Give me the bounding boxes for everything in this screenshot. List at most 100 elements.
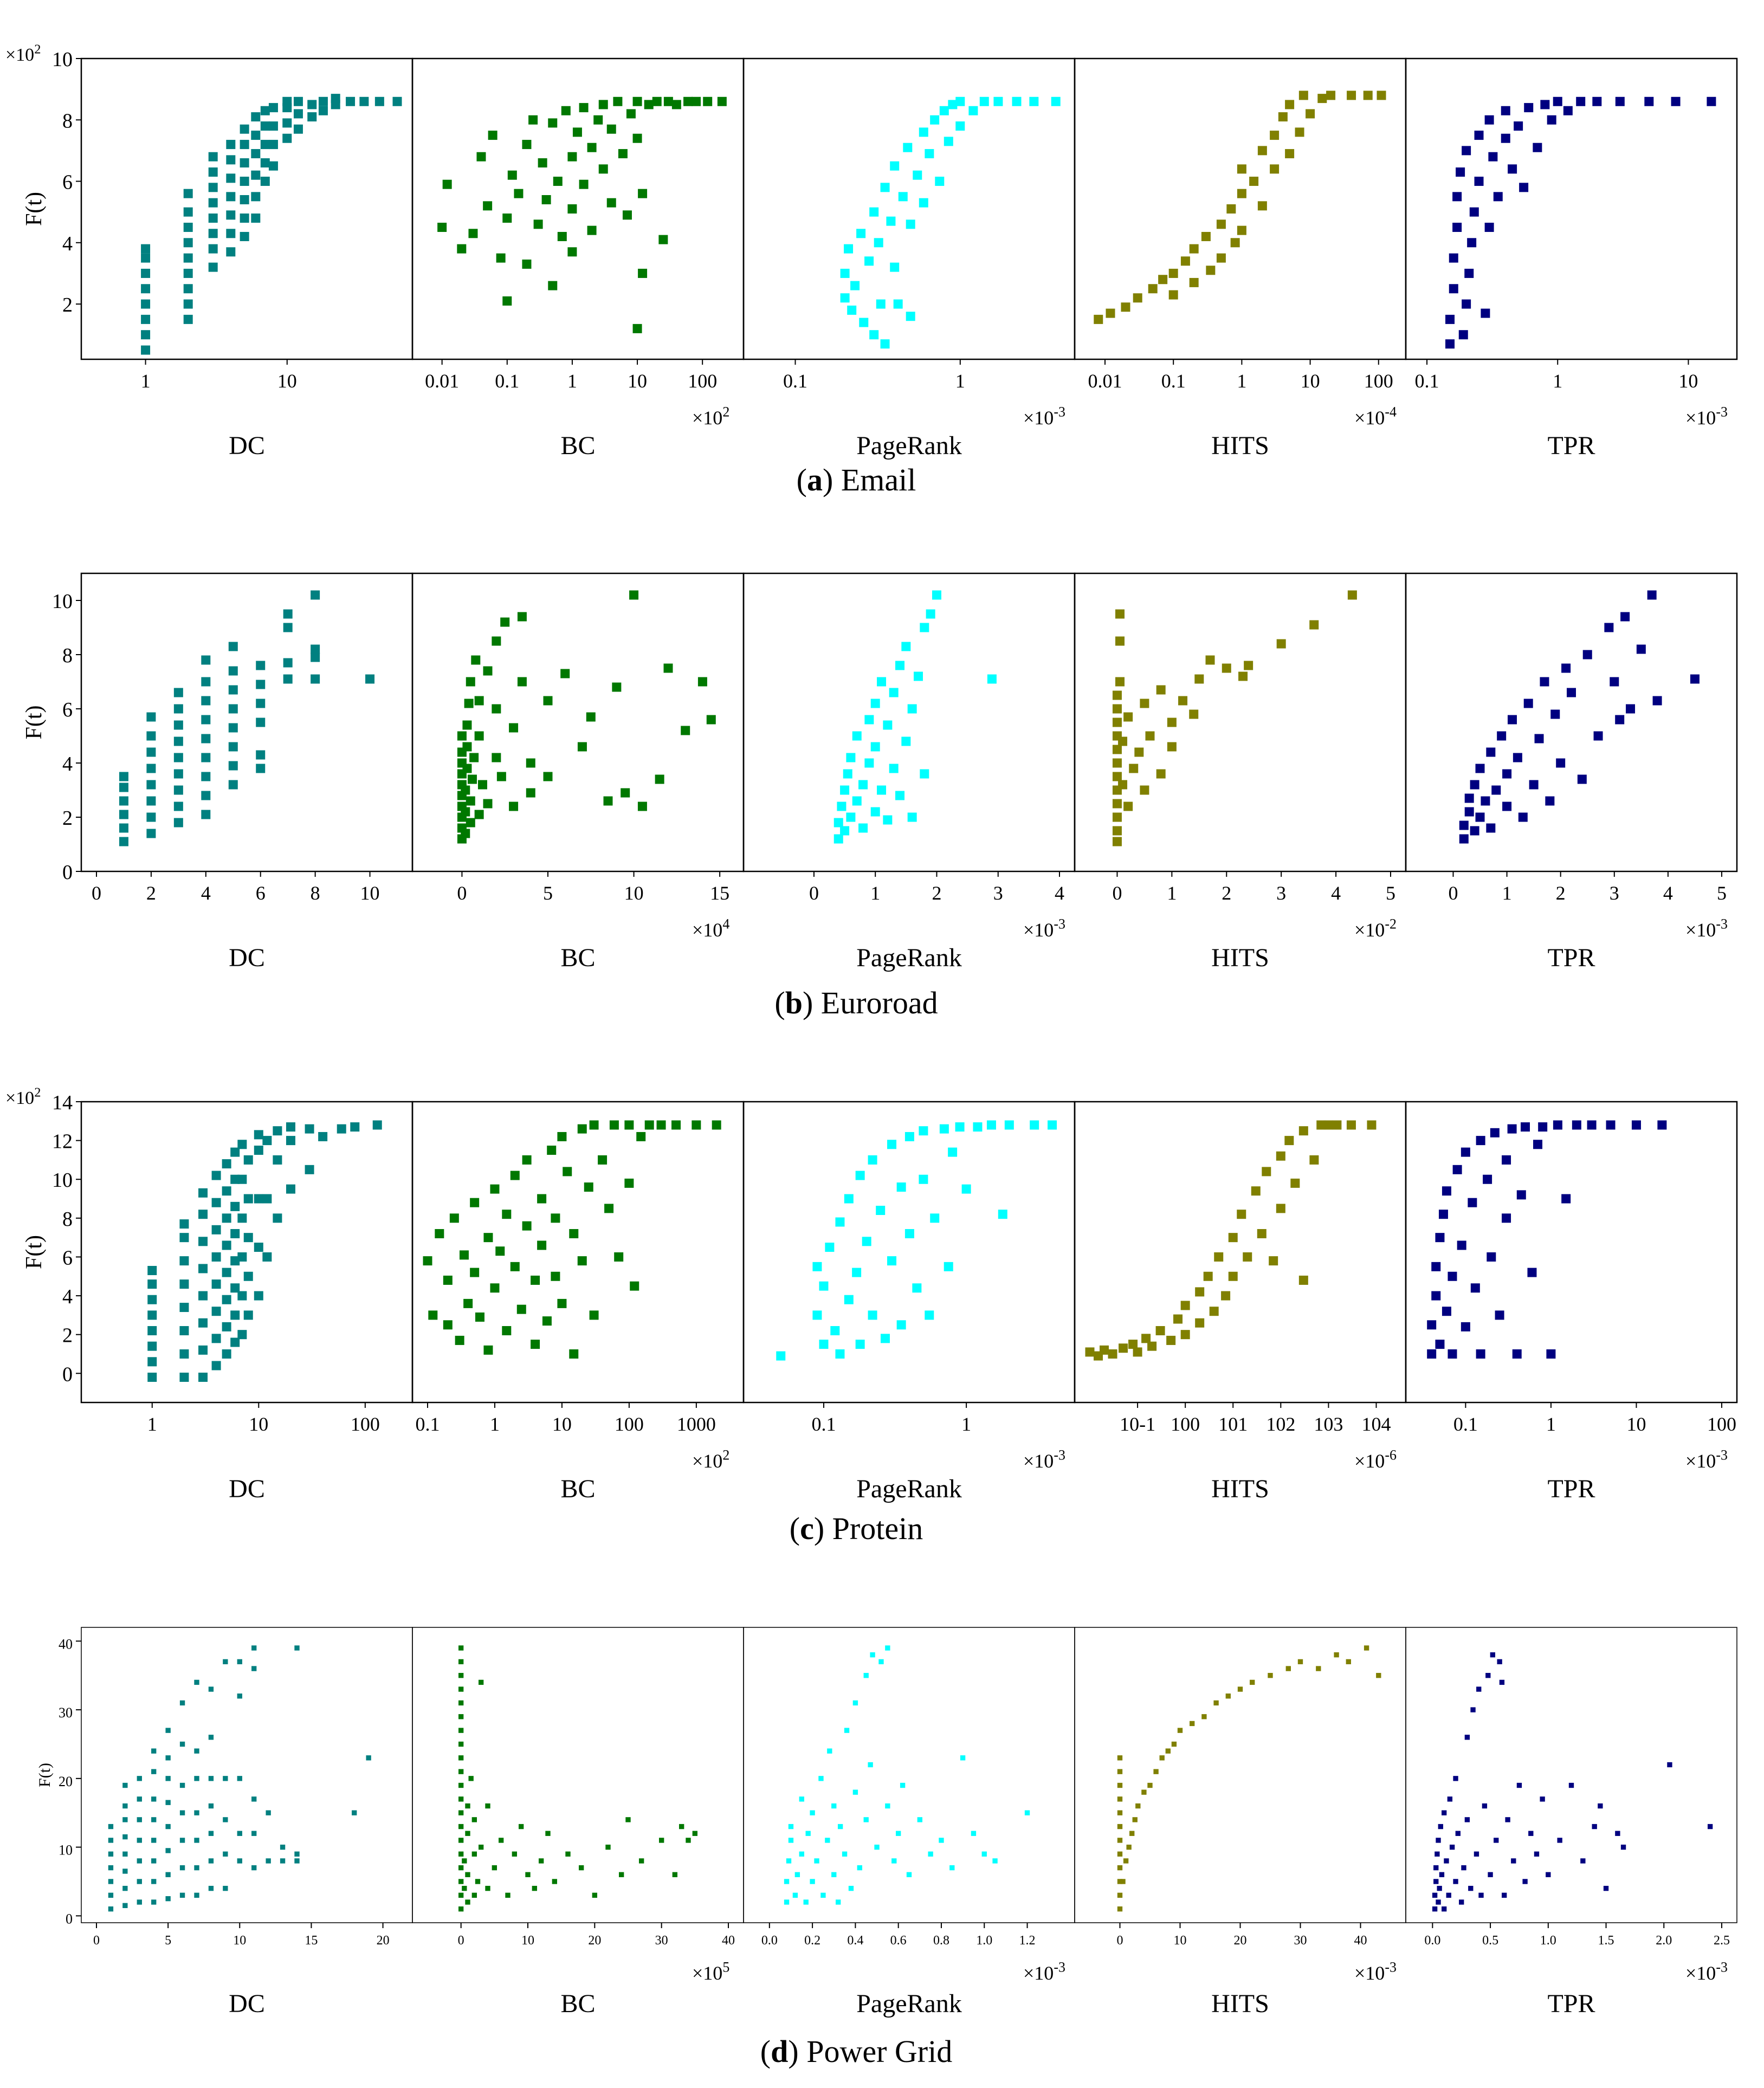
data-point	[352, 1810, 357, 1815]
x-tick-label: 4	[1055, 882, 1064, 904]
data-point	[538, 158, 547, 168]
data-point	[681, 726, 690, 735]
data-point	[928, 1851, 933, 1857]
data-point	[243, 1194, 253, 1204]
data-point	[1576, 96, 1586, 106]
data-point	[230, 1229, 240, 1238]
data-point	[165, 1896, 171, 1902]
data-point	[1461, 1147, 1470, 1157]
data-point	[900, 1782, 906, 1788]
data-point	[1513, 753, 1522, 762]
y-multiplier-exp: 2	[34, 1085, 41, 1100]
data-point	[1620, 1844, 1626, 1850]
data-point	[475, 1879, 481, 1884]
data-point	[485, 1885, 490, 1891]
data-point	[223, 1817, 228, 1822]
data-point	[880, 339, 890, 349]
x-multiplier: ×10-4	[1354, 404, 1397, 429]
data-point	[1546, 1872, 1551, 1877]
data-point	[835, 1349, 845, 1359]
data-point	[880, 1334, 890, 1343]
data-point	[543, 696, 553, 706]
x-tick-label: 0.1	[1453, 1413, 1478, 1435]
data-point	[223, 1885, 228, 1891]
x-multiplier-exp: -3	[1716, 1447, 1728, 1463]
data-point	[237, 1252, 247, 1262]
data-point	[891, 1858, 897, 1864]
x-tick-label: 0.01	[1088, 370, 1122, 392]
data-point	[890, 161, 900, 171]
caption-open: (	[790, 1511, 800, 1546]
data-point	[621, 788, 630, 798]
data-point	[1334, 1652, 1339, 1658]
data-point	[885, 1803, 890, 1809]
data-point	[226, 210, 236, 220]
data-point	[260, 121, 270, 131]
data-point	[458, 1782, 464, 1788]
x-tick-label: 103	[1314, 1413, 1343, 1435]
data-point	[502, 1326, 512, 1336]
data-point	[469, 753, 479, 762]
panel-frame	[1074, 1101, 1407, 1404]
data-point	[1442, 1906, 1447, 1912]
data-point	[629, 590, 639, 600]
data-point	[137, 1838, 142, 1843]
data-point	[211, 1307, 221, 1316]
data-point	[1112, 758, 1122, 768]
data-point	[179, 1865, 185, 1871]
data-point	[1447, 1796, 1453, 1802]
data-point	[812, 1262, 822, 1271]
data-point	[856, 229, 866, 238]
data-point	[1085, 1347, 1095, 1357]
data-point	[208, 244, 218, 254]
data-point	[887, 1256, 897, 1266]
data-point	[1459, 1899, 1464, 1905]
data-point	[1508, 164, 1517, 174]
data-point	[1516, 1190, 1526, 1200]
x-multiplier-exp: -2	[1385, 916, 1397, 932]
data-point	[537, 1240, 547, 1250]
data-point	[483, 666, 493, 676]
data-point	[228, 642, 238, 651]
data-point	[1206, 266, 1216, 275]
data-point	[1317, 94, 1327, 104]
data-point	[624, 1120, 634, 1130]
data-point	[1499, 1679, 1505, 1685]
panel-pagerank: 0.1 1 ×10-3 PageRank	[742, 57, 1076, 460]
data-point	[598, 164, 608, 174]
data-point	[208, 1831, 214, 1836]
data-point	[293, 109, 303, 119]
data-point	[788, 1838, 794, 1843]
data-point	[183, 238, 193, 248]
data-point	[467, 774, 477, 784]
data-point	[543, 772, 553, 781]
data-point	[712, 1120, 721, 1130]
data-point	[939, 1124, 949, 1134]
data-point	[836, 1899, 841, 1905]
data-point	[598, 100, 608, 109]
data-point	[437, 222, 447, 232]
data-point	[228, 685, 238, 695]
data-point	[498, 1838, 504, 1843]
data-point	[462, 764, 472, 773]
data-point	[1119, 1343, 1128, 1353]
data-point	[663, 663, 673, 673]
data-point	[846, 812, 856, 822]
data-point	[636, 1132, 646, 1141]
data-point	[1117, 1879, 1123, 1884]
data-point	[1561, 663, 1571, 673]
data-point	[443, 1275, 453, 1285]
data-point	[890, 262, 900, 272]
data-point	[1533, 143, 1542, 152]
data-point	[518, 1824, 524, 1830]
data-point	[906, 219, 915, 229]
data-point	[240, 158, 249, 168]
data-point	[1276, 639, 1286, 649]
x-tick-label: 10	[1174, 1934, 1187, 1948]
x-tick-label: 20	[588, 1934, 601, 1948]
data-point	[644, 100, 654, 109]
data-point	[1474, 1851, 1479, 1857]
data-point	[146, 812, 156, 822]
x-multiplier-base: ×10	[692, 1962, 722, 1984]
